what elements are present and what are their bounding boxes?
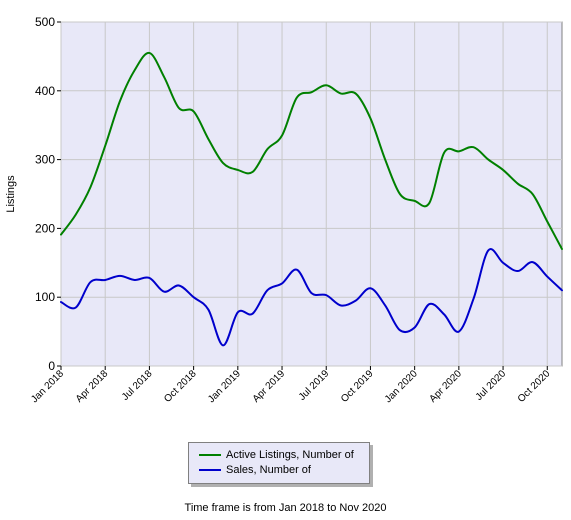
plot-area <box>60 21 563 367</box>
y-tick-label: 0 <box>48 359 55 373</box>
y-axis-title: Listings <box>5 175 17 213</box>
series-line-active-listings <box>60 51 563 251</box>
y-tick-label: 200 <box>35 221 55 235</box>
legend-swatch-sales <box>199 469 221 471</box>
time-frame-caption: Time frame is from Jan 2018 to Nov 2020 <box>184 502 387 514</box>
x-tick-label: Jul 2019 <box>297 368 332 403</box>
x-tick-label: Jul 2020 <box>474 368 509 403</box>
x-tick-label: Oct 2019 <box>339 368 376 405</box>
x-tick-label: Jul 2018 <box>120 368 155 403</box>
x-tick-label: Apr 2018 <box>74 368 111 405</box>
y-tick-label: 300 <box>35 153 55 167</box>
legend-label-active-listings: Active Listings, Number of <box>226 449 354 461</box>
x-tick-label: Oct 2018 <box>162 368 199 405</box>
legend-label-sales: Sales, Number of <box>226 464 311 476</box>
series-line-sales <box>60 248 563 347</box>
x-tick-label: Jan 2018 <box>29 368 66 405</box>
x-tick-label: Apr 2020 <box>427 368 464 405</box>
legend-item-active-listings: Active Listings, Number of <box>199 448 354 462</box>
legend-swatch-active-listings <box>199 454 221 456</box>
x-axis-ticks: Jan 2018 Apr 2018 Jul 2018 Oct 2018 Jan 2019… <box>29 366 553 405</box>
legend-item-sales: Sales, Number of <box>199 463 311 477</box>
x-tick-label: Apr 2019 <box>251 368 288 405</box>
series-lines <box>60 51 563 347</box>
legend: Active Listings, Number of Sales, Number… <box>188 442 370 484</box>
x-tick-label: Jan 2020 <box>383 368 420 405</box>
y-tick-label: 100 <box>35 290 55 304</box>
gridlines <box>60 21 562 367</box>
x-tick-label: Jan 2019 <box>206 368 243 405</box>
y-tick-label: 400 <box>35 84 55 98</box>
y-axis-ticks: 0 100 200 300 400 500 <box>35 15 61 373</box>
y-tick-label: 500 <box>35 15 55 29</box>
x-tick-label: Oct 2020 <box>516 368 553 405</box>
